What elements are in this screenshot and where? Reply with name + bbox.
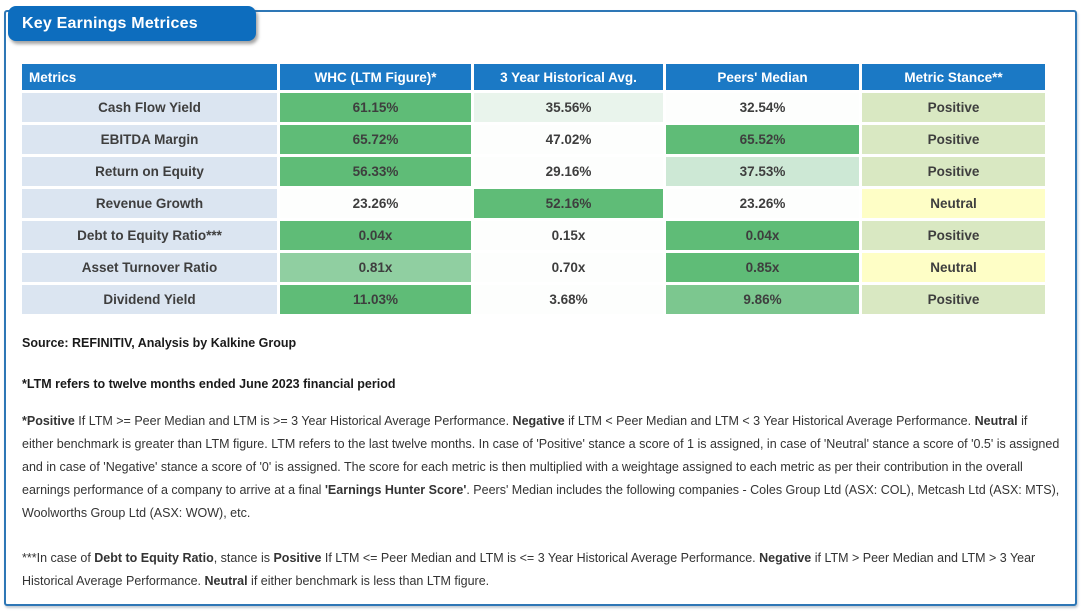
whc-value-cell: 61.15% [280, 93, 471, 122]
page-title: Key Earnings Metrices [22, 14, 198, 32]
table-row: Dividend Yield 11.03% 3.68% 9.86% Positive [22, 285, 1045, 314]
table-row: Debt to Equity Ratio*** 0.04x 0.15x 0.04x Po… [22, 221, 1045, 250]
note-text-segment: ***In case of [22, 551, 95, 565]
whc-value-cell: 65.72% [280, 125, 471, 154]
hist-avg-value-cell: 35.56% [474, 93, 663, 122]
metric-name-cell: Debt to Equity Ratio*** [22, 221, 277, 250]
peers-median-value-cell: 32.54% [666, 93, 859, 122]
peers-median-value-cell: 65.52% [666, 125, 859, 154]
peers-median-value-cell: 0.85x [666, 253, 859, 282]
hist-avg-value-cell: 0.70x [474, 253, 663, 282]
table-row: Revenue Growth 23.26% 52.16% 23.26% Neutral [22, 189, 1045, 218]
metrics-table-body: Cash Flow Yield 61.15% 35.56% 32.54% Positiv… [22, 93, 1045, 314]
metric-stance-cell: Positive [862, 221, 1045, 250]
whc-value-cell: 0.04x [280, 221, 471, 250]
note-text-segment: if LTM > Peer Median and LTM > 3 Year Hi… [22, 551, 1036, 588]
footnotes: Source: REFINITIV, Analysis by Kalkine G… [22, 336, 1059, 593]
note-text-segment: *Positive [22, 414, 75, 428]
note-text-segment: Neutral [974, 414, 1018, 428]
ltm-note: *LTM refers to twelve months ended June … [22, 377, 1059, 391]
peers-median-value-cell: 9.86% [666, 285, 859, 314]
title-banner: Key Earnings Metrices [8, 6, 256, 41]
peers-median-value-cell: 0.04x [666, 221, 859, 250]
whc-value-cell: 11.03% [280, 285, 471, 314]
metric-name-cell: Cash Flow Yield [22, 93, 277, 122]
note-text-segment: Neutral [204, 574, 248, 588]
note-text-segment: Debt to Equity Ratio [94, 551, 214, 565]
note-text-segment: if LTM < Peer Median and LTM < 3 Year Hi… [564, 414, 975, 428]
debt-to-equity-note: ***In case of Debt to Equity Ratio, stan… [22, 547, 1062, 593]
table-header-row: Metrics WHC (LTM Figure)* 3 Year Histori… [22, 64, 1045, 90]
metric-name-cell: Return on Equity [22, 157, 277, 186]
column-header-peers-median: Peers' Median [666, 64, 859, 90]
metric-stance-cell: Positive [862, 125, 1045, 154]
table-row: Cash Flow Yield 61.15% 35.56% 32.54% Positiv… [22, 93, 1045, 122]
metric-name-cell: Dividend Yield [22, 285, 277, 314]
table-row: EBITDA Margin 65.72% 47.02% 65.52% Positive [22, 125, 1045, 154]
note-text-segment: Positive [273, 551, 322, 565]
content-area: Metrics WHC (LTM Figure)* 3 Year Histori… [6, 12, 1075, 604]
hist-avg-value-cell: 29.16% [474, 157, 663, 186]
source-note: Source: REFINITIV, Analysis by Kalkine G… [22, 336, 1059, 350]
note-text-segment: *LTM refers to twelve months ended June … [22, 377, 396, 391]
metric-stance-cell: Positive [862, 93, 1045, 122]
note-text-segment: if either benchmark is less than LTM fig… [247, 574, 490, 588]
note-text-segment: If LTM >= Peer Median and LTM is >= 3 Ye… [74, 414, 513, 428]
metric-stance-cell: Positive [862, 285, 1045, 314]
whc-value-cell: 0.81x [280, 253, 471, 282]
column-header-metric-stance: Metric Stance** [862, 64, 1045, 90]
whc-value-cell: 56.33% [280, 157, 471, 186]
note-text-segment: Negative [512, 414, 565, 428]
metric-stance-cell: Neutral [862, 189, 1045, 218]
metric-stance-cell: Neutral [862, 253, 1045, 282]
whc-value-cell: 23.26% [280, 189, 471, 218]
column-header-whc-ltm: WHC (LTM Figure)* [280, 64, 471, 90]
note-text-segment: if either benchmark is greater than LTM … [22, 414, 1060, 497]
metric-name-cell: Revenue Growth [22, 189, 277, 218]
note-text-segment: Negative [759, 551, 812, 565]
note-text-segment: 'Earnings Hunter Score' [324, 483, 467, 497]
metric-name-cell: EBITDA Margin [22, 125, 277, 154]
note-text-segment: Source: REFINITIV, Analysis by Kalkine G… [22, 336, 297, 350]
column-header-3yr-hist-avg: 3 Year Historical Avg. [474, 64, 663, 90]
hist-avg-value-cell: 52.16% [474, 189, 663, 218]
metrics-table: Metrics WHC (LTM Figure)* 3 Year Histori… [19, 61, 1048, 317]
note-text-segment: . Peers' Median includes the following c… [22, 483, 1060, 520]
metric-name-cell: Asset Turnover Ratio [22, 253, 277, 282]
hist-avg-value-cell: 3.68% [474, 285, 663, 314]
hist-avg-value-cell: 47.02% [474, 125, 663, 154]
table-row: Return on Equity 56.33% 29.16% 37.53% Positi… [22, 157, 1045, 186]
table-row: Asset Turnover Ratio 0.81x 0.70x 0.85x Neutr… [22, 253, 1045, 282]
metric-stance-cell: Positive [862, 157, 1045, 186]
column-header-metrics: Metrics [22, 64, 277, 90]
note-text-segment: If LTM <= Peer Median and LTM is <= 3 Ye… [321, 551, 760, 565]
hist-avg-value-cell: 0.15x [474, 221, 663, 250]
note-text-segment: , stance is [213, 551, 274, 565]
peers-median-value-cell: 37.53% [666, 157, 859, 186]
stance-definition-note: *Positive If LTM >= Peer Median and LTM … [22, 410, 1062, 525]
peers-median-value-cell: 23.26% [666, 189, 859, 218]
